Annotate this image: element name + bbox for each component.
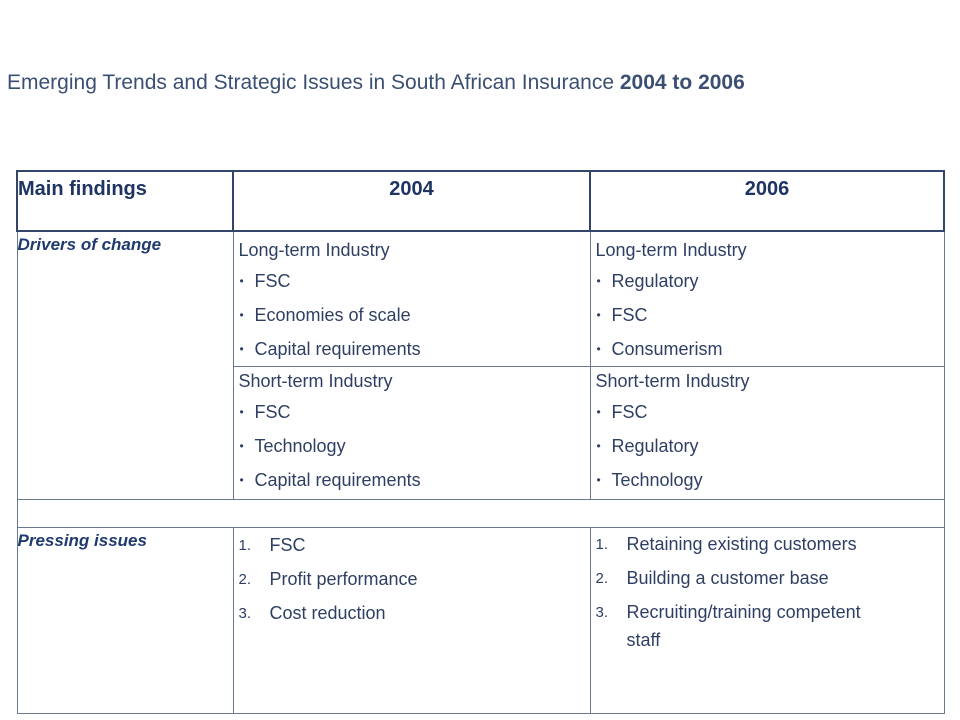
list-item: Capital requirements — [239, 463, 590, 497]
list-item: Technology — [596, 463, 944, 497]
list-item: 3. Recruiting/training competent staff — [596, 598, 884, 654]
header-2006: 2006 — [589, 170, 945, 232]
cell-2004-short-term: Short-term Industry FSC Technology Capit… — [232, 366, 591, 500]
table-row-spacer — [16, 499, 945, 528]
list-item: 2. Building a customer base — [596, 564, 884, 592]
cell-heading: Long-term Industry — [238, 240, 390, 260]
list-number: 3. — [595, 604, 609, 621]
spacer-cell — [16, 499, 945, 528]
cell-heading: Long-term Industry — [595, 240, 747, 260]
list-number: 3. — [238, 605, 252, 622]
list-item: 2. Profit performance — [239, 564, 590, 594]
list-item: FSC — [239, 395, 590, 429]
cell-2006-long-term: Long-term Industry Regulatory FSC Consum… — [589, 230, 945, 367]
table-row-drivers-long-term: Drivers of change Long-term Industry FSC… — [16, 230, 945, 500]
list-item: Regulatory — [596, 429, 944, 463]
slide-title: Emerging Trends and Strategic Issues in … — [7, 68, 957, 98]
bullet-list: FSC Economies of scale Capital requireme… — [239, 264, 590, 366]
table-header-row: Main findings 2004 2006 — [16, 170, 945, 232]
row-label-drivers-of-change: Drivers of change — [16, 230, 234, 500]
cell-2006-short-term: Short-term Industry FSC Regulatory Techn… — [589, 366, 945, 500]
list-item-text: Profit performance — [269, 569, 418, 589]
list-item: Capital requirements — [239, 332, 590, 366]
row-label-pressing-issues: Pressing issues — [16, 527, 234, 714]
numbered-list: 1. FSC 2. Profit performance 3. Cost reduct… — [239, 530, 590, 628]
list-number: 2. — [238, 571, 252, 588]
bullet-list: Regulatory FSC Consumerism — [596, 264, 944, 366]
list-item-text: Building a customer base — [626, 568, 829, 588]
list-item: Economies of scale — [239, 298, 590, 332]
list-number: 1. — [595, 536, 609, 553]
row-label-text: Drivers of change — [17, 235, 162, 254]
list-number: 2. — [595, 570, 609, 587]
list-item: Consumerism — [596, 332, 944, 366]
row-label-text: Pressing issues — [17, 531, 147, 550]
list-item-text: FSC — [269, 535, 306, 555]
table-row-drivers-short-term: Short-term Industry FSC Technology Capit… — [17, 366, 945, 500]
numbered-list: 1. Retaining existing customers 2. Buildin… — [596, 530, 884, 654]
cell-heading: Short-term Industry — [238, 371, 393, 391]
table-row-pressing-issues: Pressing issues 1. FSC 2. Profit performan… — [16, 527, 945, 714]
list-item: 1. FSC — [239, 530, 590, 560]
list-item-text: Cost reduction — [269, 603, 386, 623]
list-item: 1. Retaining existing customers — [596, 530, 884, 558]
header-2004: 2004 — [232, 170, 591, 232]
list-item-text: Recruiting/training competent staff — [626, 602, 861, 650]
header-main-findings: Main findings — [16, 170, 234, 232]
list-item: Technology — [239, 429, 590, 463]
list-number: 1. — [238, 537, 252, 554]
cell-2004-long-term: Long-term Industry FSC Economies of scal… — [232, 230, 591, 367]
cell-2004-pressing: 1. FSC 2. Profit performance 3. Cost reduct… — [232, 527, 591, 714]
cell-heading: Short-term Industry — [595, 371, 750, 391]
list-item: FSC — [596, 395, 944, 429]
bullet-list: FSC Technology Capital requirements — [239, 395, 590, 497]
list-item: 3. Cost reduction — [239, 598, 590, 628]
list-item: FSC — [596, 298, 944, 332]
slide-title-text: Emerging Trends and Strategic Issues in … — [7, 71, 615, 94]
list-item: Regulatory — [596, 264, 944, 298]
list-item-text: Retaining existing customers — [626, 534, 857, 554]
slide-title-years: 2004 to 2006 — [619, 71, 745, 94]
cell-2006-pressing: 1. Retaining existing customers 2. Buildin… — [589, 527, 945, 714]
list-item: FSC — [239, 264, 590, 298]
findings-table: Main findings 2004 2006 Drivers of chang… — [16, 170, 945, 714]
bullet-list: FSC Regulatory Technology — [596, 395, 944, 497]
